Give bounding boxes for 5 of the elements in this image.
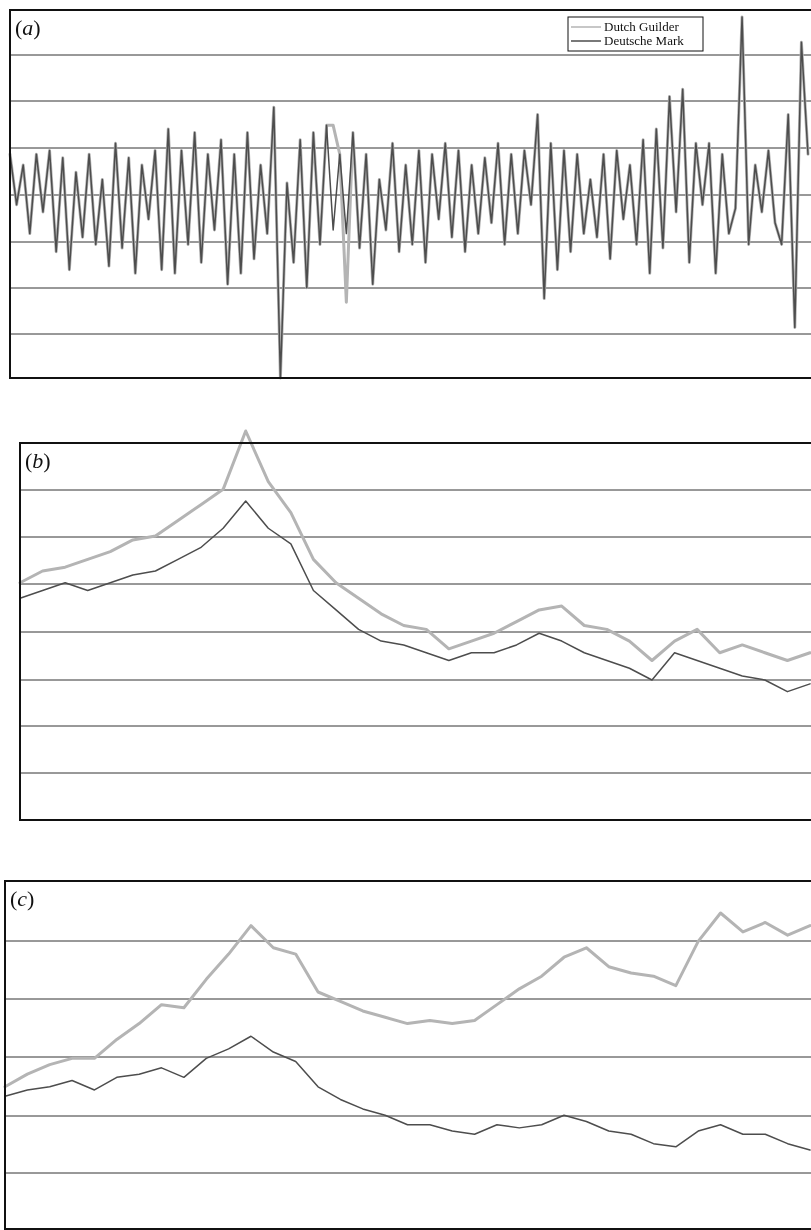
legend-label: Deutsche Mark [604, 33, 685, 48]
chart-title: (c) [10, 886, 35, 911]
legend-label: Dutch Guilder [604, 19, 680, 34]
text: (b) [25, 448, 51, 473]
chart-title: (a) [15, 15, 41, 40]
